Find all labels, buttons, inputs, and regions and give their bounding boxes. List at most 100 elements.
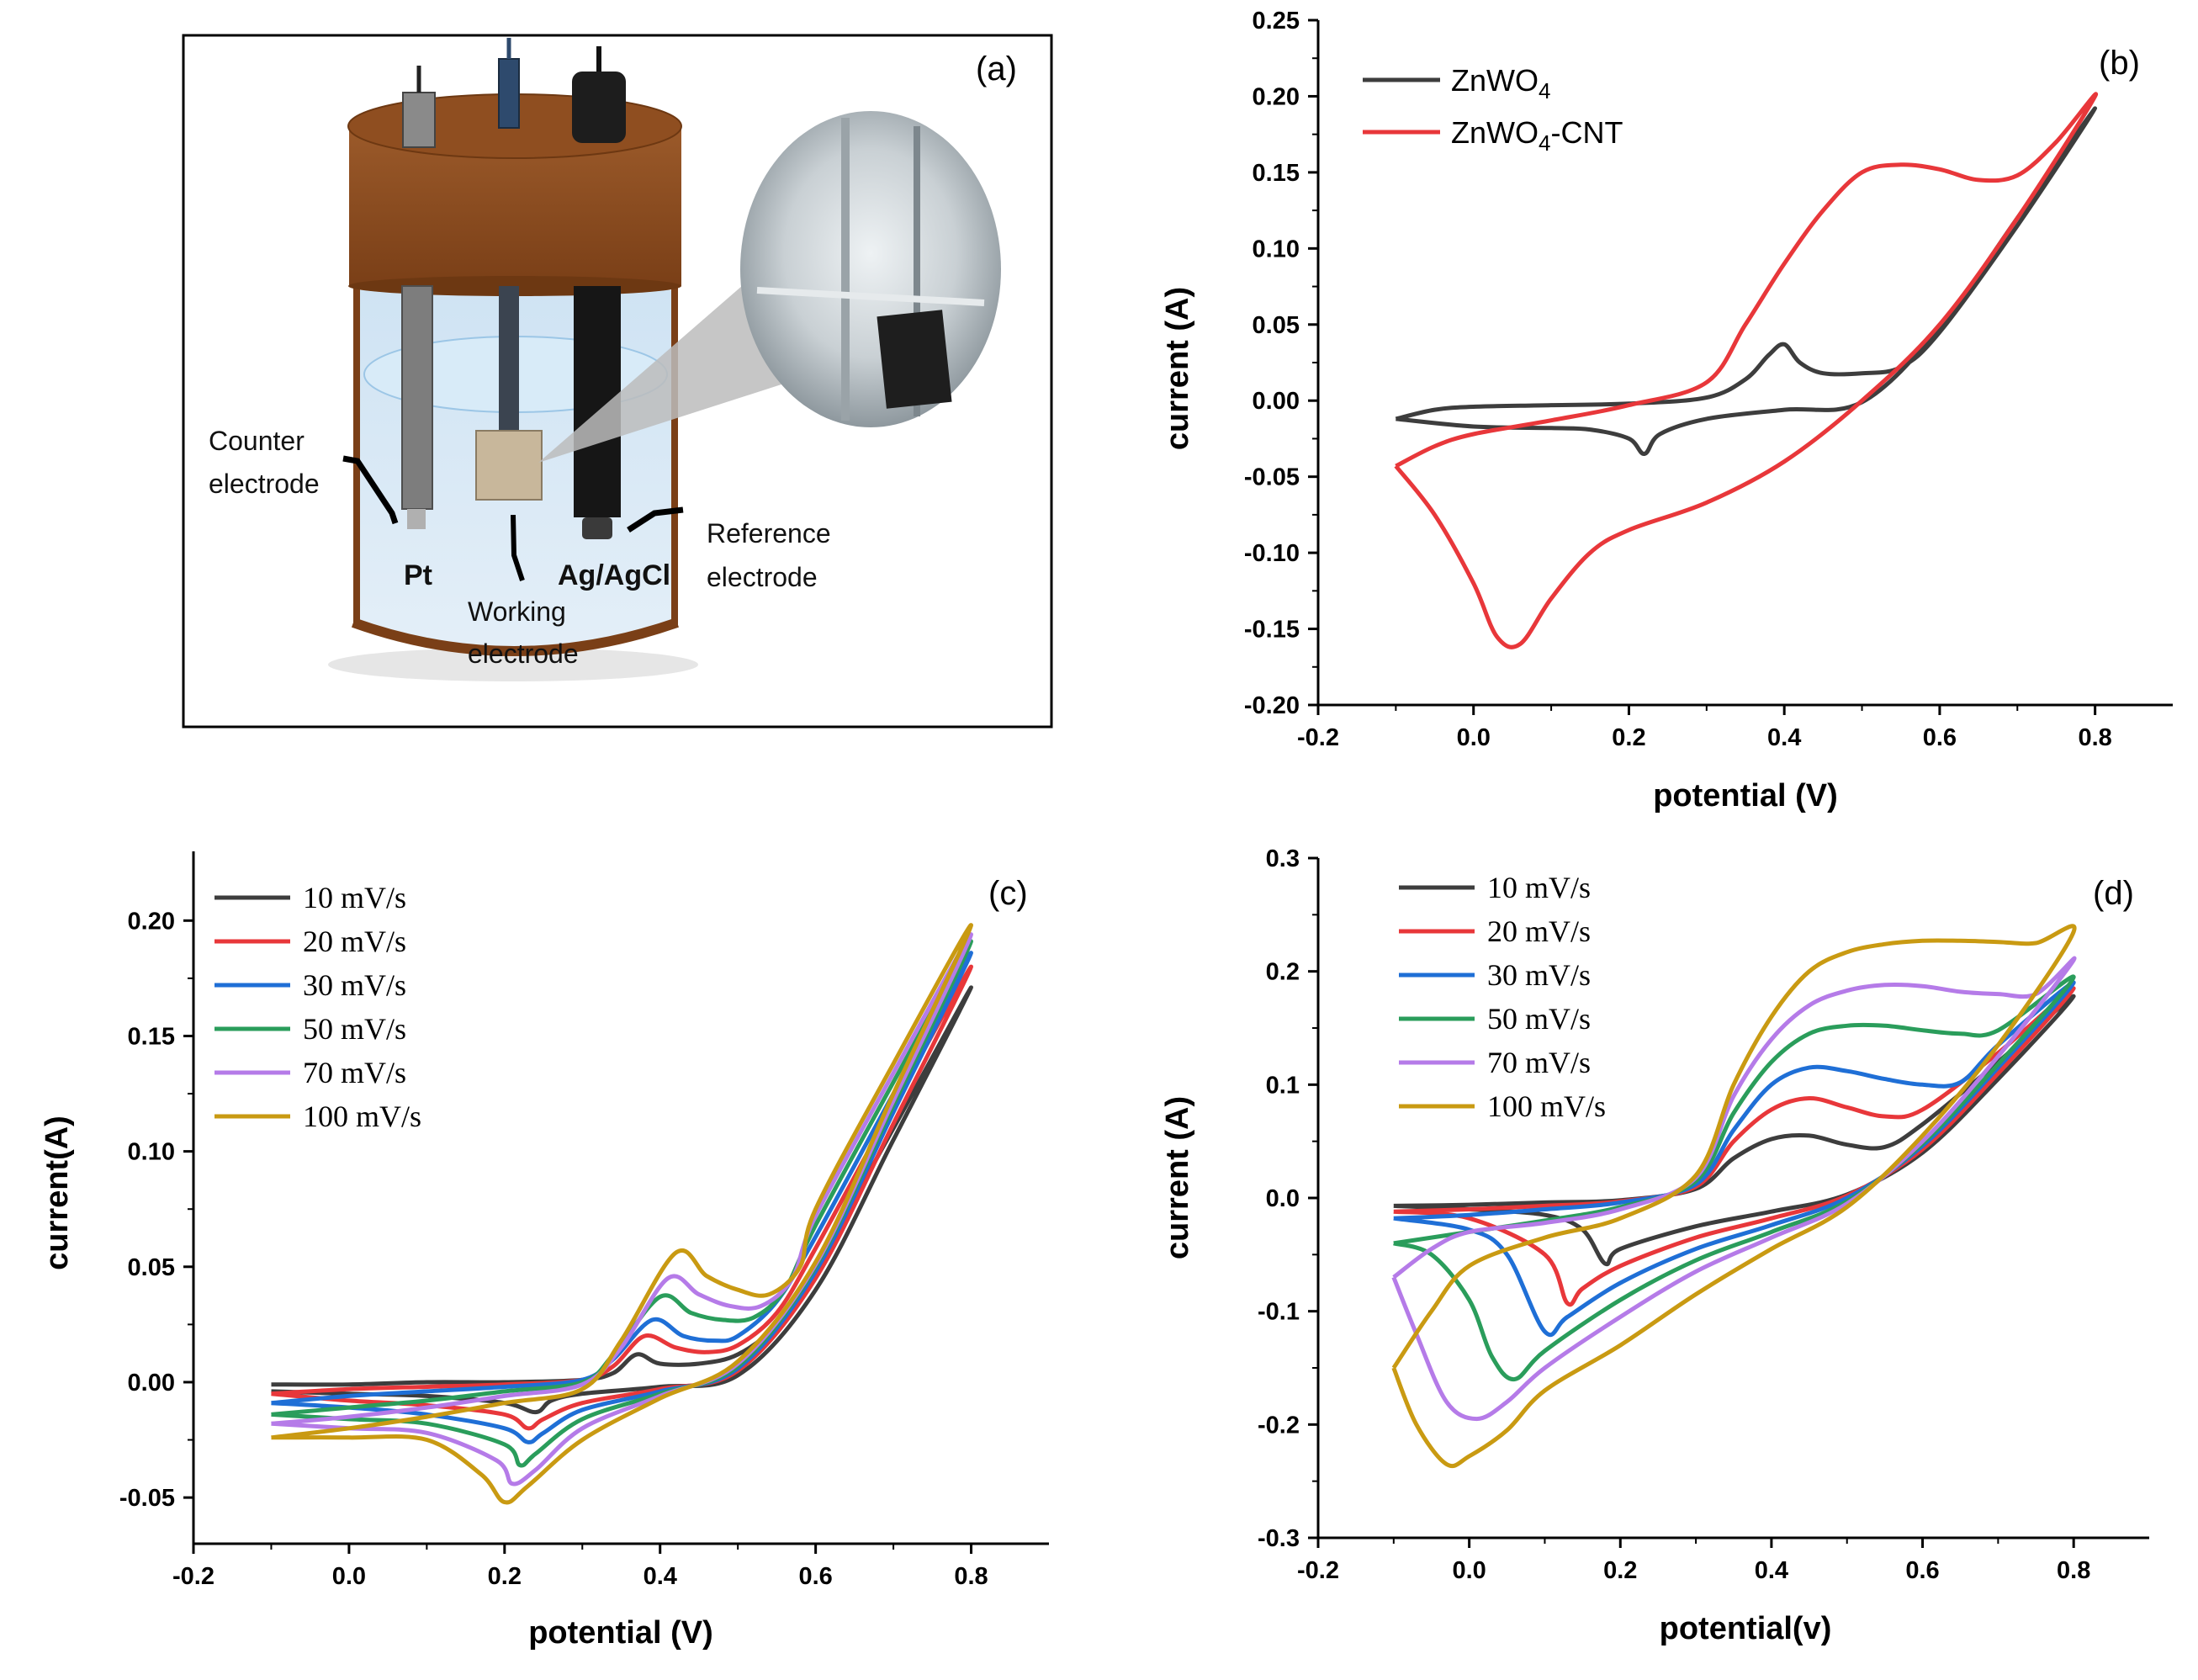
chart-c-y-tick-label: -0.05: [119, 1485, 175, 1512]
chart-d-y-tick-label: -0.2: [1258, 1412, 1300, 1439]
chart-b-y-tick-label: 0.05: [1253, 312, 1300, 339]
chart-c-series-group: [271, 923, 973, 1505]
chart-c-ylabel: current(A): [40, 1116, 75, 1270]
chart-b-series-1-line: [1394, 92, 2099, 649]
panel-a-tag: (a): [976, 50, 1017, 87]
chart-c-xlabel: potential (V): [528, 1615, 713, 1651]
chart-d-ylabel: current (A): [1160, 1096, 1195, 1259]
chart-c-y-tick-label: 0.10: [128, 1139, 175, 1166]
chart-b-y-tick-label: 0.20: [1253, 83, 1300, 110]
chart-c-x-tick-label: 0.4: [644, 1563, 677, 1590]
chart-d-x-tick-label: -0.2: [1297, 1557, 1339, 1584]
chart-d-x-tick-label: 0.2: [1603, 1557, 1637, 1584]
chart-b-y-tick-label: 0.25: [1253, 8, 1300, 34]
chart-b-series-group: [1394, 92, 2099, 649]
chart-d-legend-label-4: 70 mV/s: [1487, 1046, 1591, 1079]
chart-d-series-5-line: [1391, 924, 2077, 1469]
chart-b-y-tick-label: -0.05: [1244, 464, 1300, 491]
chart-b-legend: ZnWO4 ZnWO4-CNT: [1363, 63, 1623, 156]
chart-b-x-tick-label: 0.4: [1767, 724, 1801, 751]
chart-c-series-5-line: [271, 923, 973, 1505]
chart-b-x-tick-label: 0.0: [1457, 724, 1491, 751]
chart-c-x-tick-label: 0.0: [332, 1563, 366, 1590]
chart-c-legend-label-0: 10 mV/s: [303, 881, 406, 914]
we-connector: [498, 58, 520, 129]
reference-label-line2: electrode: [707, 562, 818, 592]
chart-d-series-4-line: [1391, 956, 2077, 1422]
chart-b-x-tick-label: 0.6: [1923, 724, 1957, 751]
chart-c-legend-label-2: 30 mV/s: [303, 968, 406, 1002]
chart-d-axes: -0.2 0.0 0.2 0.4 0.6 0.8 -0.3 -0.2 -0.1 0.0 0.1 0.2…: [1258, 845, 2149, 1584]
chart-d-x-tick-label: 0.0: [1452, 1557, 1486, 1584]
zoom-bubble: [740, 111, 1001, 427]
chart-d-legend-label-2: 30 mV/s: [1487, 958, 1591, 992]
pt-tip: [407, 509, 426, 529]
chart-d-series-group: [1391, 924, 2077, 1469]
ref-connector: [572, 72, 626, 143]
chart-c-x-tick-label: 0.8: [954, 1563, 988, 1590]
chart-b-y-tick-label: -0.10: [1244, 540, 1300, 567]
chart-c-y-tick-label: 0.15: [128, 1023, 175, 1050]
chart-b-x-tick-label: -0.2: [1297, 724, 1339, 751]
chart-d-x-tick-label: 0.8: [2057, 1557, 2090, 1584]
chart-c-axes: -0.2 0.0 0.2 0.4 0.6 0.8 -0.05 0.00 0.05 0.10 0.15…: [119, 851, 1049, 1590]
chart-c-x-tick-label: -0.2: [172, 1563, 215, 1590]
pt-rod: [401, 285, 433, 510]
pt-label: Pt: [404, 559, 432, 591]
chart-b: (b) potential (V) current (A) ZnWO4 ZnWO…: [1160, 8, 2173, 814]
chart-c: (c) potential (V) current(A) -0.2 0.0 0.2 0…: [40, 851, 1049, 1651]
chart-c-legend-label-3: 50 mV/s: [303, 1012, 406, 1046]
chart-b-y-tick-label: -0.15: [1244, 617, 1300, 644]
pt-connector: [402, 92, 436, 148]
chart-b-legend-label-1: ZnWO4-CNT: [1451, 115, 1623, 156]
chart-d-xlabel: potential(v): [1660, 1611, 1832, 1646]
chart-d-y-tick-label: 0.1: [1266, 1072, 1300, 1099]
chart-d-x-tick-label: 0.6: [1905, 1557, 1939, 1584]
counter-label-line2: electrode: [209, 469, 320, 499]
working-label-line1: Working: [468, 596, 566, 627]
agagcl-label: Ag/AgCl: [558, 559, 670, 591]
chart-b-xlabel: potential (V): [1653, 778, 1838, 814]
chart-b-legend-label-0: ZnWO4: [1451, 63, 1550, 103]
chart-b-y-tick-label: -0.20: [1244, 692, 1300, 719]
panel-a-cell-diagram: (a): [182, 34, 1053, 729]
working-electrode-sample: [475, 430, 543, 501]
chart-b-x-tick-label: 0.8: [2078, 724, 2111, 751]
zoom-cone: [538, 269, 787, 463]
counter-label-line1: Counter: [209, 426, 305, 456]
chart-c-y-tick-label: 0.05: [128, 1254, 175, 1281]
beaker-bottom-rim: [351, 617, 679, 656]
chart-d-x-tick-label: 0.4: [1755, 1557, 1788, 1584]
ref-tip: [582, 517, 612, 539]
we-rod: [499, 286, 519, 433]
chart-c-x-tick-label: 0.6: [798, 1563, 832, 1590]
chart-d-y-tick-label: 0.0: [1266, 1185, 1300, 1212]
chart-d-legend-label-3: 50 mV/s: [1487, 1002, 1591, 1036]
chart-c-legend-label-4: 70 mV/s: [303, 1056, 406, 1089]
chart-d-series-2-line: [1393, 980, 2076, 1338]
chart-b-series-0-line: [1395, 106, 2098, 456]
working-leader: [511, 514, 525, 581]
chart-c-y-tick-label: 0.20: [128, 908, 175, 935]
cell-shadow: [328, 648, 698, 681]
chart-c-legend-label-5: 100 mV/s: [303, 1100, 421, 1133]
chart-d-legend-label-1: 20 mV/s: [1487, 914, 1591, 948]
zoom-glass-line: [756, 287, 985, 306]
chart-d-tag: (d): [2093, 875, 2134, 912]
zoom-mesh: [877, 310, 952, 409]
chart-b-x-tick-label: 0.2: [1612, 724, 1645, 751]
chart-b-axes: -0.2 0.0 0.2 0.4 0.6 0.8 -0.20 -0.15 -0.10 -0.05 0…: [1244, 8, 2173, 751]
chart-d-series-3-line: [1393, 974, 2076, 1381]
chart-c-x-tick-label: 0.2: [488, 1563, 522, 1590]
chart-d-y-tick-label: 0.3: [1266, 845, 1300, 872]
chart-c-y-tick-label: 0.00: [128, 1370, 175, 1396]
chart-b-y-tick-label: 0.10: [1253, 236, 1300, 262]
chart-c-legend-label-1: 20 mV/s: [303, 925, 406, 958]
counter-leader: [342, 455, 399, 525]
chart-d-y-tick-label: -0.3: [1258, 1525, 1300, 1552]
chart-d-legend-label-5: 100 mV/s: [1487, 1089, 1606, 1123]
working-label-line2: electrode: [468, 639, 579, 669]
reference-leader: [627, 506, 684, 533]
chart-b-y-tick-label: 0.15: [1253, 160, 1300, 187]
